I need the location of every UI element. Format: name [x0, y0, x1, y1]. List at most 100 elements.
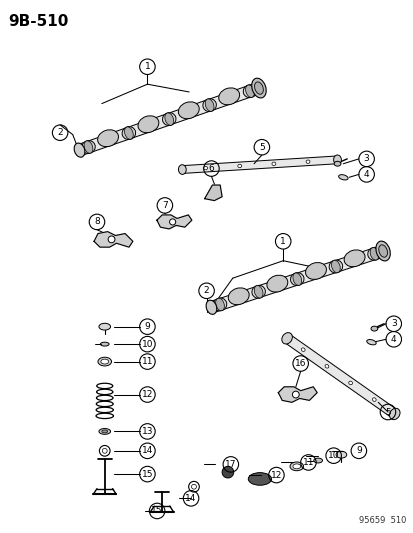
Text: 95659  510: 95659 510 — [358, 516, 405, 525]
Text: 11: 11 — [141, 357, 153, 366]
Ellipse shape — [251, 285, 265, 298]
Text: 9: 9 — [144, 322, 150, 331]
Ellipse shape — [301, 348, 304, 351]
Text: 11: 11 — [302, 458, 313, 467]
Ellipse shape — [375, 241, 389, 261]
Text: 4: 4 — [390, 335, 396, 344]
Ellipse shape — [292, 464, 300, 469]
Ellipse shape — [206, 300, 216, 314]
Ellipse shape — [331, 260, 339, 273]
Polygon shape — [182, 156, 337, 173]
Ellipse shape — [338, 175, 347, 180]
Text: 13: 13 — [141, 427, 153, 436]
Ellipse shape — [237, 164, 241, 168]
Polygon shape — [94, 232, 133, 247]
Polygon shape — [204, 185, 221, 200]
Text: 5: 5 — [384, 408, 390, 416]
Text: 3: 3 — [390, 319, 396, 328]
Ellipse shape — [290, 273, 303, 286]
Ellipse shape — [138, 116, 159, 133]
Ellipse shape — [228, 288, 249, 305]
Circle shape — [292, 391, 299, 398]
Ellipse shape — [205, 99, 214, 111]
Ellipse shape — [97, 130, 118, 147]
Polygon shape — [209, 246, 384, 313]
Ellipse shape — [74, 143, 85, 157]
Ellipse shape — [313, 458, 322, 463]
Ellipse shape — [122, 127, 135, 140]
Ellipse shape — [389, 408, 399, 419]
Ellipse shape — [178, 102, 199, 119]
Text: 2: 2 — [203, 286, 209, 295]
Text: 2: 2 — [57, 128, 63, 137]
Ellipse shape — [164, 113, 173, 125]
Ellipse shape — [367, 247, 380, 260]
Text: 14: 14 — [185, 494, 196, 503]
Text: 10: 10 — [327, 451, 339, 460]
Ellipse shape — [243, 85, 256, 98]
Ellipse shape — [245, 85, 254, 98]
Ellipse shape — [215, 298, 224, 311]
Ellipse shape — [202, 99, 216, 111]
Ellipse shape — [328, 260, 342, 273]
Ellipse shape — [81, 141, 95, 154]
Ellipse shape — [335, 451, 346, 458]
Ellipse shape — [372, 398, 375, 401]
Text: 10: 10 — [141, 340, 153, 349]
Ellipse shape — [248, 473, 271, 485]
Ellipse shape — [218, 88, 239, 105]
Text: 1: 1 — [144, 62, 150, 71]
Text: 14: 14 — [141, 446, 153, 455]
Circle shape — [169, 219, 175, 225]
Ellipse shape — [305, 160, 309, 164]
Text: 16: 16 — [294, 359, 306, 368]
Ellipse shape — [378, 245, 387, 257]
Text: 12: 12 — [270, 471, 281, 480]
Ellipse shape — [251, 78, 266, 98]
Ellipse shape — [348, 381, 351, 385]
Text: 6: 6 — [208, 164, 214, 173]
Polygon shape — [284, 334, 396, 418]
Ellipse shape — [98, 357, 111, 366]
Circle shape — [221, 466, 233, 478]
Text: 1: 1 — [280, 237, 285, 246]
Text: 4: 4 — [363, 170, 368, 179]
Ellipse shape — [333, 155, 341, 165]
Ellipse shape — [178, 165, 186, 174]
Ellipse shape — [324, 365, 328, 368]
Ellipse shape — [271, 162, 275, 166]
Ellipse shape — [305, 263, 325, 279]
Ellipse shape — [266, 275, 287, 292]
Ellipse shape — [101, 359, 108, 364]
Polygon shape — [157, 215, 191, 229]
Ellipse shape — [254, 82, 263, 94]
Ellipse shape — [84, 141, 93, 153]
Ellipse shape — [281, 333, 292, 344]
Polygon shape — [278, 387, 316, 402]
Text: 15: 15 — [141, 470, 153, 479]
Ellipse shape — [369, 248, 378, 260]
Ellipse shape — [289, 462, 303, 471]
Ellipse shape — [254, 286, 262, 298]
Ellipse shape — [124, 127, 133, 139]
Polygon shape — [78, 83, 260, 156]
Ellipse shape — [162, 112, 176, 126]
Text: 12: 12 — [141, 390, 153, 399]
Ellipse shape — [366, 340, 375, 345]
Ellipse shape — [333, 161, 340, 166]
Ellipse shape — [343, 250, 364, 266]
Text: 5: 5 — [259, 143, 264, 152]
Ellipse shape — [100, 342, 109, 346]
Text: 9B-510: 9B-510 — [8, 14, 68, 29]
Ellipse shape — [213, 298, 226, 311]
Ellipse shape — [99, 324, 110, 330]
Ellipse shape — [203, 166, 207, 170]
Circle shape — [108, 236, 115, 243]
Text: 9: 9 — [355, 446, 361, 455]
Ellipse shape — [99, 429, 110, 434]
Ellipse shape — [292, 273, 301, 285]
Text: 3: 3 — [363, 155, 369, 164]
Text: 17: 17 — [225, 460, 236, 469]
Ellipse shape — [370, 326, 377, 331]
Ellipse shape — [102, 430, 107, 433]
